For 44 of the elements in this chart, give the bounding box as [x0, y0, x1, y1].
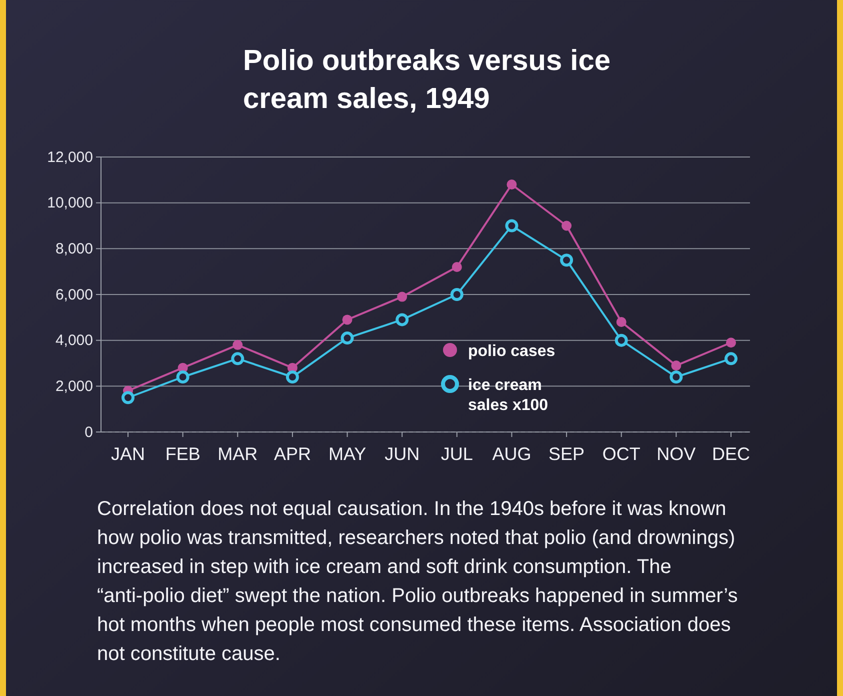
- x-tick-label: MAY: [328, 444, 366, 464]
- y-tick-label: 6,000: [55, 286, 93, 304]
- chart-title: Polio outbreaks versus ice cream sales, 1949: [243, 45, 610, 115]
- x-tick-label: NOV: [656, 444, 696, 464]
- x-tick-label: JAN: [110, 444, 146, 464]
- x-tick-label: DEC: [712, 444, 750, 464]
- y-tick-label: 8,000: [55, 240, 93, 258]
- y-tick-label: 0: [84, 424, 93, 441]
- point: [670, 370, 683, 384]
- y-tick-label: 4,000: [55, 332, 93, 350]
- legend-label: ice cream sales x100: [468, 377, 548, 414]
- x-tick-label: SEP: [548, 444, 585, 464]
- point: [342, 314, 352, 325]
- x-tick-label: JUN: [384, 444, 420, 464]
- point: [616, 317, 626, 327]
- x-tick-label: MAR: [218, 444, 258, 464]
- point: [340, 332, 354, 345]
- point: [122, 391, 134, 404]
- point: [505, 219, 518, 232]
- point: [614, 334, 628, 347]
- x-tick-label: FEB: [165, 444, 200, 464]
- point: [176, 370, 190, 384]
- point: [396, 313, 409, 326]
- y-tick-label: 2,000: [55, 378, 93, 395]
- point: [506, 180, 517, 190]
- point: [286, 370, 299, 384]
- point: [724, 352, 738, 366]
- legend-label: polio cases: [468, 343, 556, 360]
- text: Correlation does not equal causation. In the 1940s before it was known how polio was transmitted, researchers noted that polio (and drownings) increased in step with ice cream and soft drink consumption. The “anti-polio diet” swept the nation. Polio outbreaks happened in summer’s hot months when people most consumed these items. Association does not constitute cause.: [97, 498, 738, 665]
- x-tick-label: JUL: [440, 444, 473, 464]
- point: [397, 292, 408, 302]
- y-tick-label: 10,000: [47, 194, 93, 212]
- point: [232, 340, 243, 350]
- x-tick-label: APR: [274, 444, 311, 464]
- point: [671, 360, 682, 371]
- y-tick-label: 12,000: [47, 148, 93, 166]
- x-tick-label: AUG: [492, 444, 532, 464]
- point: [562, 220, 572, 231]
- point: [452, 262, 462, 272]
- x-tick-label: OCT: [602, 444, 640, 464]
- point: [450, 288, 464, 301]
- point: [560, 254, 574, 267]
- point: [726, 338, 736, 348]
- point: [231, 352, 244, 366]
